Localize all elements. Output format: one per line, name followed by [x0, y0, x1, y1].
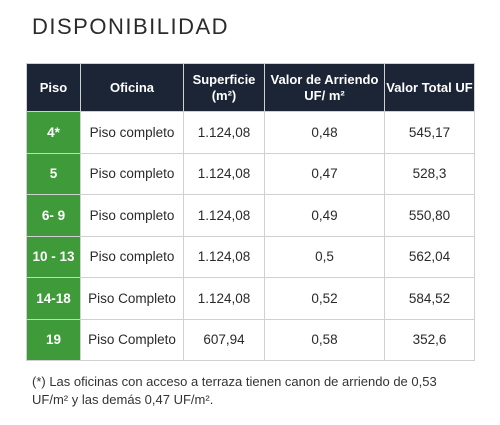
table-cell: 1.124,08	[183, 277, 265, 320]
header-cell: Oficina	[80, 63, 184, 112]
table-cell: 1.124,08	[183, 235, 265, 278]
table-row: 5 Piso completo 1.124,08 0,47 528,3	[26, 152, 475, 195]
header-cell: Piso	[26, 63, 81, 112]
table-cell: 0,49	[264, 194, 385, 237]
header-row: Piso Oficina Superficie (m²) Valor de Arrien…	[26, 63, 475, 112]
table-body: 4* Piso completo 1.124,08 0,48 545,17 5 Piso c…	[26, 111, 475, 361]
table-cell: Piso Completo	[80, 277, 184, 320]
header-text: UF/ m²	[304, 87, 345, 103]
floor-cell: 19	[26, 318, 81, 361]
header-text: Oficina	[109, 79, 155, 95]
table-cell: 352,6	[384, 318, 475, 361]
table-cell: 607,94	[183, 318, 265, 361]
table-cell: 0,48	[264, 111, 385, 154]
table-cell: 562,04	[384, 235, 475, 278]
floor-cell: 4*	[26, 111, 81, 154]
floor-cell: 14-18	[26, 277, 81, 320]
table-cell: Piso Completo	[80, 318, 184, 361]
table-cell: 550,80	[384, 194, 475, 237]
table-cell: 0,52	[264, 277, 385, 320]
header-text: Valor Total UF	[386, 79, 473, 95]
table-cell: 545,17	[384, 111, 475, 154]
table-row: 10 - 13 Piso completo 1.124,08 0,5 562,04	[26, 235, 475, 278]
table-row: 4* Piso completo 1.124,08 0,48 545,17	[26, 111, 475, 154]
table-row: 19 Piso Completo 607,94 0,58 352,6	[26, 318, 475, 361]
table-cell: Piso completo	[80, 111, 184, 154]
table-cell: 528,3	[384, 152, 475, 195]
table-cell: 1.124,08	[183, 152, 265, 195]
table-cell: 1.124,08	[183, 111, 265, 154]
footnote: (*) Las oficinas con acceso a terraza ti…	[32, 374, 437, 407]
availability-table: Piso Oficina Superficie (m²) Valor de Arrien…	[26, 63, 475, 361]
header-text: Superficie	[192, 71, 256, 87]
header-cell: Valor Total UF	[384, 63, 475, 112]
header-cell: Superficie (m²)	[183, 63, 265, 112]
table-row: 14-18 Piso Completo 1.124,08 0,52 584,52	[26, 277, 475, 320]
table-cell: Piso completo	[80, 194, 184, 237]
floor-cell: 6- 9	[26, 194, 81, 237]
header-text: Piso	[39, 79, 68, 95]
table-row: 6- 9 Piso completo 1.124,08 0,49 550,80	[26, 194, 475, 237]
table-cell: 0,47	[264, 152, 385, 195]
title: DISPONIBILIDAD	[32, 14, 230, 39]
table-cell: 0,58	[264, 318, 385, 361]
header-text: Valor de Arriendo	[270, 71, 379, 87]
floor-cell: 5	[26, 152, 81, 195]
table-cell: 584,52	[384, 277, 475, 320]
table-cell: 0,5	[264, 235, 385, 278]
table-cell: Piso completo	[80, 152, 184, 195]
table-cell: Piso completo	[80, 235, 184, 278]
header-cell: Valor de Arriendo UF/ m²	[264, 63, 385, 112]
floor-cell: 10 - 13	[26, 235, 81, 278]
header-text: (m²)	[211, 87, 237, 103]
table-cell: 1.124,08	[183, 194, 265, 237]
